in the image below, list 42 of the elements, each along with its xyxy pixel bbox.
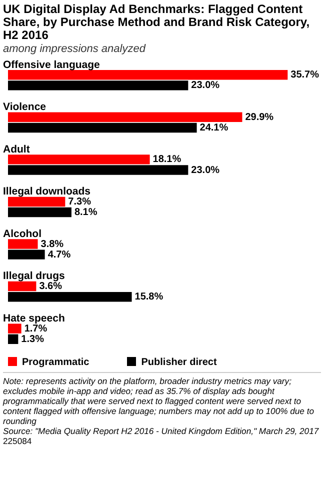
data-label: 1.3%	[21, 334, 44, 345]
bar	[8, 112, 242, 122]
y-tick-label: Illegal downloads	[3, 186, 91, 198]
y-tick-label: Hate speech	[3, 312, 65, 325]
bar	[8, 122, 197, 133]
y-tick-label: Violence	[3, 101, 46, 114]
data-label: 18.1%	[152, 154, 182, 166]
data-label: 29.9%	[245, 112, 274, 123]
y-tick-label: Alcohol	[3, 228, 42, 240]
source-note: Source: "Media Quality Report H2 2016 - United Kingdom Edition," March 29, 2017	[3, 426, 320, 436]
bar	[8, 154, 150, 164]
bar	[8, 70, 288, 80]
data-label: 7.3%	[68, 196, 92, 208]
data-label: 24.1%	[200, 122, 228, 134]
y-tick-label: Offensive language	[3, 58, 100, 71]
data-label: 3.6%	[39, 281, 62, 292]
data-label: 23.0%	[191, 164, 220, 176]
text: Note: represents activity on the platform, broader industry metrics may vary; excludes mobile in-app and video; read as 35.7% of display ads bought programmatically that were served next to flagged content were served next to content flagged with offensive language; numbers may not add up to 100% due to rounding	[3, 376, 316, 426]
chart-subtitle: among impressions analyzed	[3, 43, 147, 55]
bar	[8, 239, 38, 249]
bar	[8, 292, 132, 302]
data-label: 15.8%	[134, 292, 164, 303]
data-label: 1.7%	[24, 323, 48, 334]
data-label: 8.1%	[74, 207, 98, 218]
bar	[8, 196, 66, 207]
y-tick-label: Illegal drugs	[3, 270, 66, 282]
chart-title: UK Digital Display Ad Benchmarks: Flagged Content Share, by Purchase Method and Brand Risk Category, H2 2016	[3, 2, 311, 42]
bar	[8, 165, 188, 175]
bar	[8, 324, 22, 334]
bar	[8, 250, 45, 260]
data-label: 4.7%	[48, 249, 71, 260]
bar	[8, 207, 72, 218]
data-label: 3.8%	[40, 238, 64, 250]
legend-label: Publisher direct	[140, 357, 217, 368]
legend-label: Programmatic	[21, 357, 90, 368]
data-label: 35.7%	[290, 70, 320, 81]
bar	[8, 281, 36, 292]
data-label: 23.0%	[191, 80, 220, 92]
bar	[8, 334, 18, 344]
bar	[8, 80, 188, 90]
text: 225084	[3, 436, 33, 446]
y-tick-label: Adult	[3, 143, 30, 156]
